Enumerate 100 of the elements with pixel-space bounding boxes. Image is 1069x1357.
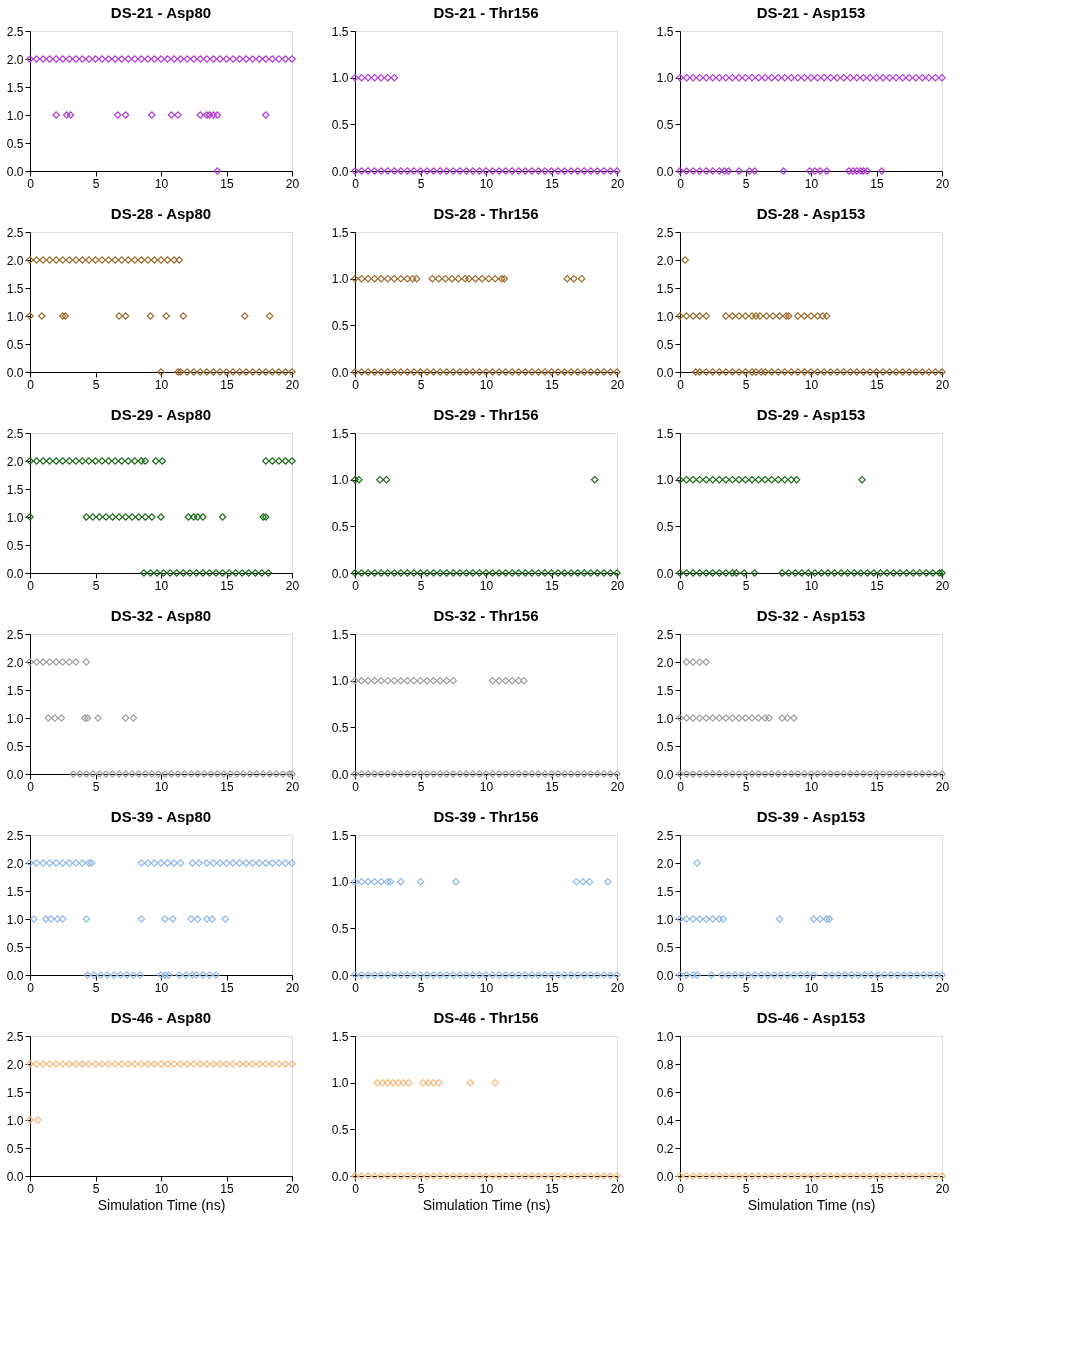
point bbox=[52, 111, 60, 119]
x-tick-label: 15 bbox=[870, 377, 884, 392]
point bbox=[188, 859, 197, 867]
point bbox=[203, 55, 211, 63]
point bbox=[859, 368, 868, 376]
point bbox=[905, 770, 914, 778]
y-tick-label: 2.5 bbox=[6, 1029, 24, 1044]
point bbox=[104, 55, 113, 63]
point bbox=[715, 714, 724, 722]
x-tick-label: 10 bbox=[154, 377, 169, 392]
chart-title: DS-29 - Asp153 bbox=[756, 406, 866, 423]
x-tick-label: 0 bbox=[27, 779, 35, 794]
point bbox=[265, 312, 274, 320]
y-tick-label: 1.5 bbox=[331, 24, 349, 39]
point bbox=[279, 770, 287, 778]
x-tick-label: 0 bbox=[352, 578, 360, 593]
x-tick-label: 5 bbox=[417, 578, 425, 593]
point bbox=[702, 312, 710, 320]
y-tick-label: 0.0 bbox=[6, 1169, 24, 1184]
point bbox=[275, 859, 283, 867]
point bbox=[722, 312, 730, 320]
point bbox=[918, 368, 927, 376]
y-tick-label: 1.5 bbox=[6, 683, 24, 698]
point bbox=[839, 368, 848, 376]
point bbox=[193, 513, 202, 521]
point bbox=[735, 312, 743, 320]
point bbox=[205, 971, 214, 979]
point bbox=[262, 368, 270, 376]
x-tick-label: 0 bbox=[27, 377, 35, 392]
chart-title: DS-29 - Thr156 bbox=[433, 406, 539, 423]
y-tick-label: 1.5 bbox=[331, 1029, 349, 1044]
x-tick-label: 20 bbox=[285, 578, 300, 593]
point bbox=[150, 256, 159, 264]
point bbox=[218, 569, 227, 577]
y-tick-label: 0.5 bbox=[331, 318, 349, 333]
point bbox=[708, 915, 717, 923]
point bbox=[900, 971, 908, 979]
point bbox=[83, 971, 92, 979]
point bbox=[702, 658, 710, 666]
chart-title: DS-39 - Thr156 bbox=[433, 808, 539, 825]
point bbox=[925, 770, 933, 778]
point bbox=[866, 368, 874, 376]
y-tick-label: 0.0 bbox=[656, 164, 674, 179]
point bbox=[82, 915, 91, 923]
point bbox=[72, 55, 80, 63]
y-tick-label: 2.5 bbox=[6, 627, 24, 642]
point bbox=[146, 312, 155, 320]
point bbox=[82, 513, 91, 521]
y-tick-label: 0.0 bbox=[6, 365, 24, 380]
point bbox=[693, 971, 701, 979]
y-tick-label: 1.0 bbox=[656, 71, 674, 86]
point bbox=[161, 770, 169, 778]
point bbox=[682, 714, 691, 722]
point bbox=[131, 55, 139, 63]
y-tick-label: 0.0 bbox=[656, 1169, 674, 1184]
point bbox=[787, 770, 796, 778]
point bbox=[47, 915, 55, 923]
point bbox=[794, 770, 802, 778]
point bbox=[161, 971, 169, 979]
point bbox=[114, 111, 122, 119]
point bbox=[800, 368, 809, 376]
point bbox=[87, 859, 96, 867]
point bbox=[715, 770, 724, 778]
point bbox=[144, 256, 152, 264]
chart-title: DS-46 - Asp153 bbox=[756, 1009, 866, 1026]
y-tick-label: 0.8 bbox=[656, 1057, 674, 1072]
point bbox=[893, 971, 902, 979]
point bbox=[157, 513, 165, 521]
x-tick-label: 15 bbox=[545, 377, 559, 392]
point bbox=[787, 368, 796, 376]
point bbox=[676, 915, 684, 923]
y-tick-label: 1.5 bbox=[6, 482, 24, 497]
point bbox=[809, 915, 818, 923]
y-tick-label: 0.5 bbox=[6, 739, 24, 754]
point bbox=[78, 457, 87, 465]
point bbox=[762, 312, 771, 320]
point bbox=[741, 770, 750, 778]
x-tick-label: 10 bbox=[154, 779, 169, 794]
y-tick-label: 1.0 bbox=[6, 711, 24, 726]
point bbox=[691, 368, 700, 376]
point bbox=[728, 714, 737, 722]
point bbox=[769, 312, 777, 320]
x-tick-label: 0 bbox=[352, 1181, 360, 1196]
point bbox=[735, 368, 743, 376]
point bbox=[167, 111, 176, 119]
point bbox=[58, 55, 67, 63]
y-tick-label: 1.0 bbox=[6, 309, 24, 324]
chart-title: DS-21 - Asp153 bbox=[756, 4, 866, 21]
point bbox=[248, 368, 257, 376]
x-tick-label: 20 bbox=[610, 176, 625, 191]
point bbox=[682, 915, 691, 923]
point bbox=[81, 714, 89, 722]
x-tick-label: 0 bbox=[677, 1181, 685, 1196]
point bbox=[774, 368, 783, 376]
point bbox=[94, 714, 102, 722]
point bbox=[117, 55, 126, 63]
point bbox=[262, 457, 270, 465]
point bbox=[58, 256, 67, 264]
x-tick-label: 5 bbox=[92, 176, 100, 191]
point bbox=[265, 770, 274, 778]
